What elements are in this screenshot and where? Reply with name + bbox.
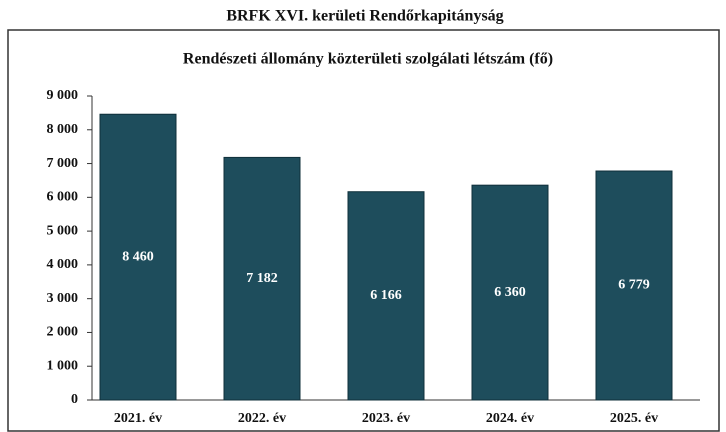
y-tick-label: 0	[71, 392, 78, 407]
y-tick-label: 7 000	[47, 156, 79, 171]
chart: BRFK XVI. kerületi Rendőrkapitányság Ren…	[0, 0, 726, 432]
y-tick-label: 2 000	[47, 325, 79, 340]
x-tick-label: 2023. év	[362, 411, 410, 426]
x-tick-label: 2025. év	[610, 411, 658, 426]
y-tick-label: 4 000	[47, 257, 79, 272]
y-tick-label: 8 000	[47, 122, 79, 137]
y-tick-label: 6 000	[47, 190, 79, 205]
chart-title: Rendészeti állomány közterületi szolgála…	[183, 51, 553, 68]
y-tick-label: 1 000	[47, 358, 79, 373]
value-label: 6 166	[370, 288, 402, 303]
x-tick-label: 2021. év	[114, 411, 162, 426]
y-tick-label: 3 000	[47, 291, 79, 306]
y-tick-label: 5 000	[47, 223, 79, 238]
value-label: 6 360	[494, 285, 526, 300]
value-label: 8 460	[122, 249, 154, 264]
x-tick-label: 2024. év	[486, 411, 534, 426]
value-label: 7 182	[246, 271, 278, 286]
page-header: BRFK XVI. kerületi Rendőrkapitányság	[226, 8, 503, 25]
x-tick-label: 2022. év	[238, 411, 286, 426]
value-label: 6 779	[618, 278, 650, 293]
y-tick-label: 9 000	[47, 88, 79, 103]
